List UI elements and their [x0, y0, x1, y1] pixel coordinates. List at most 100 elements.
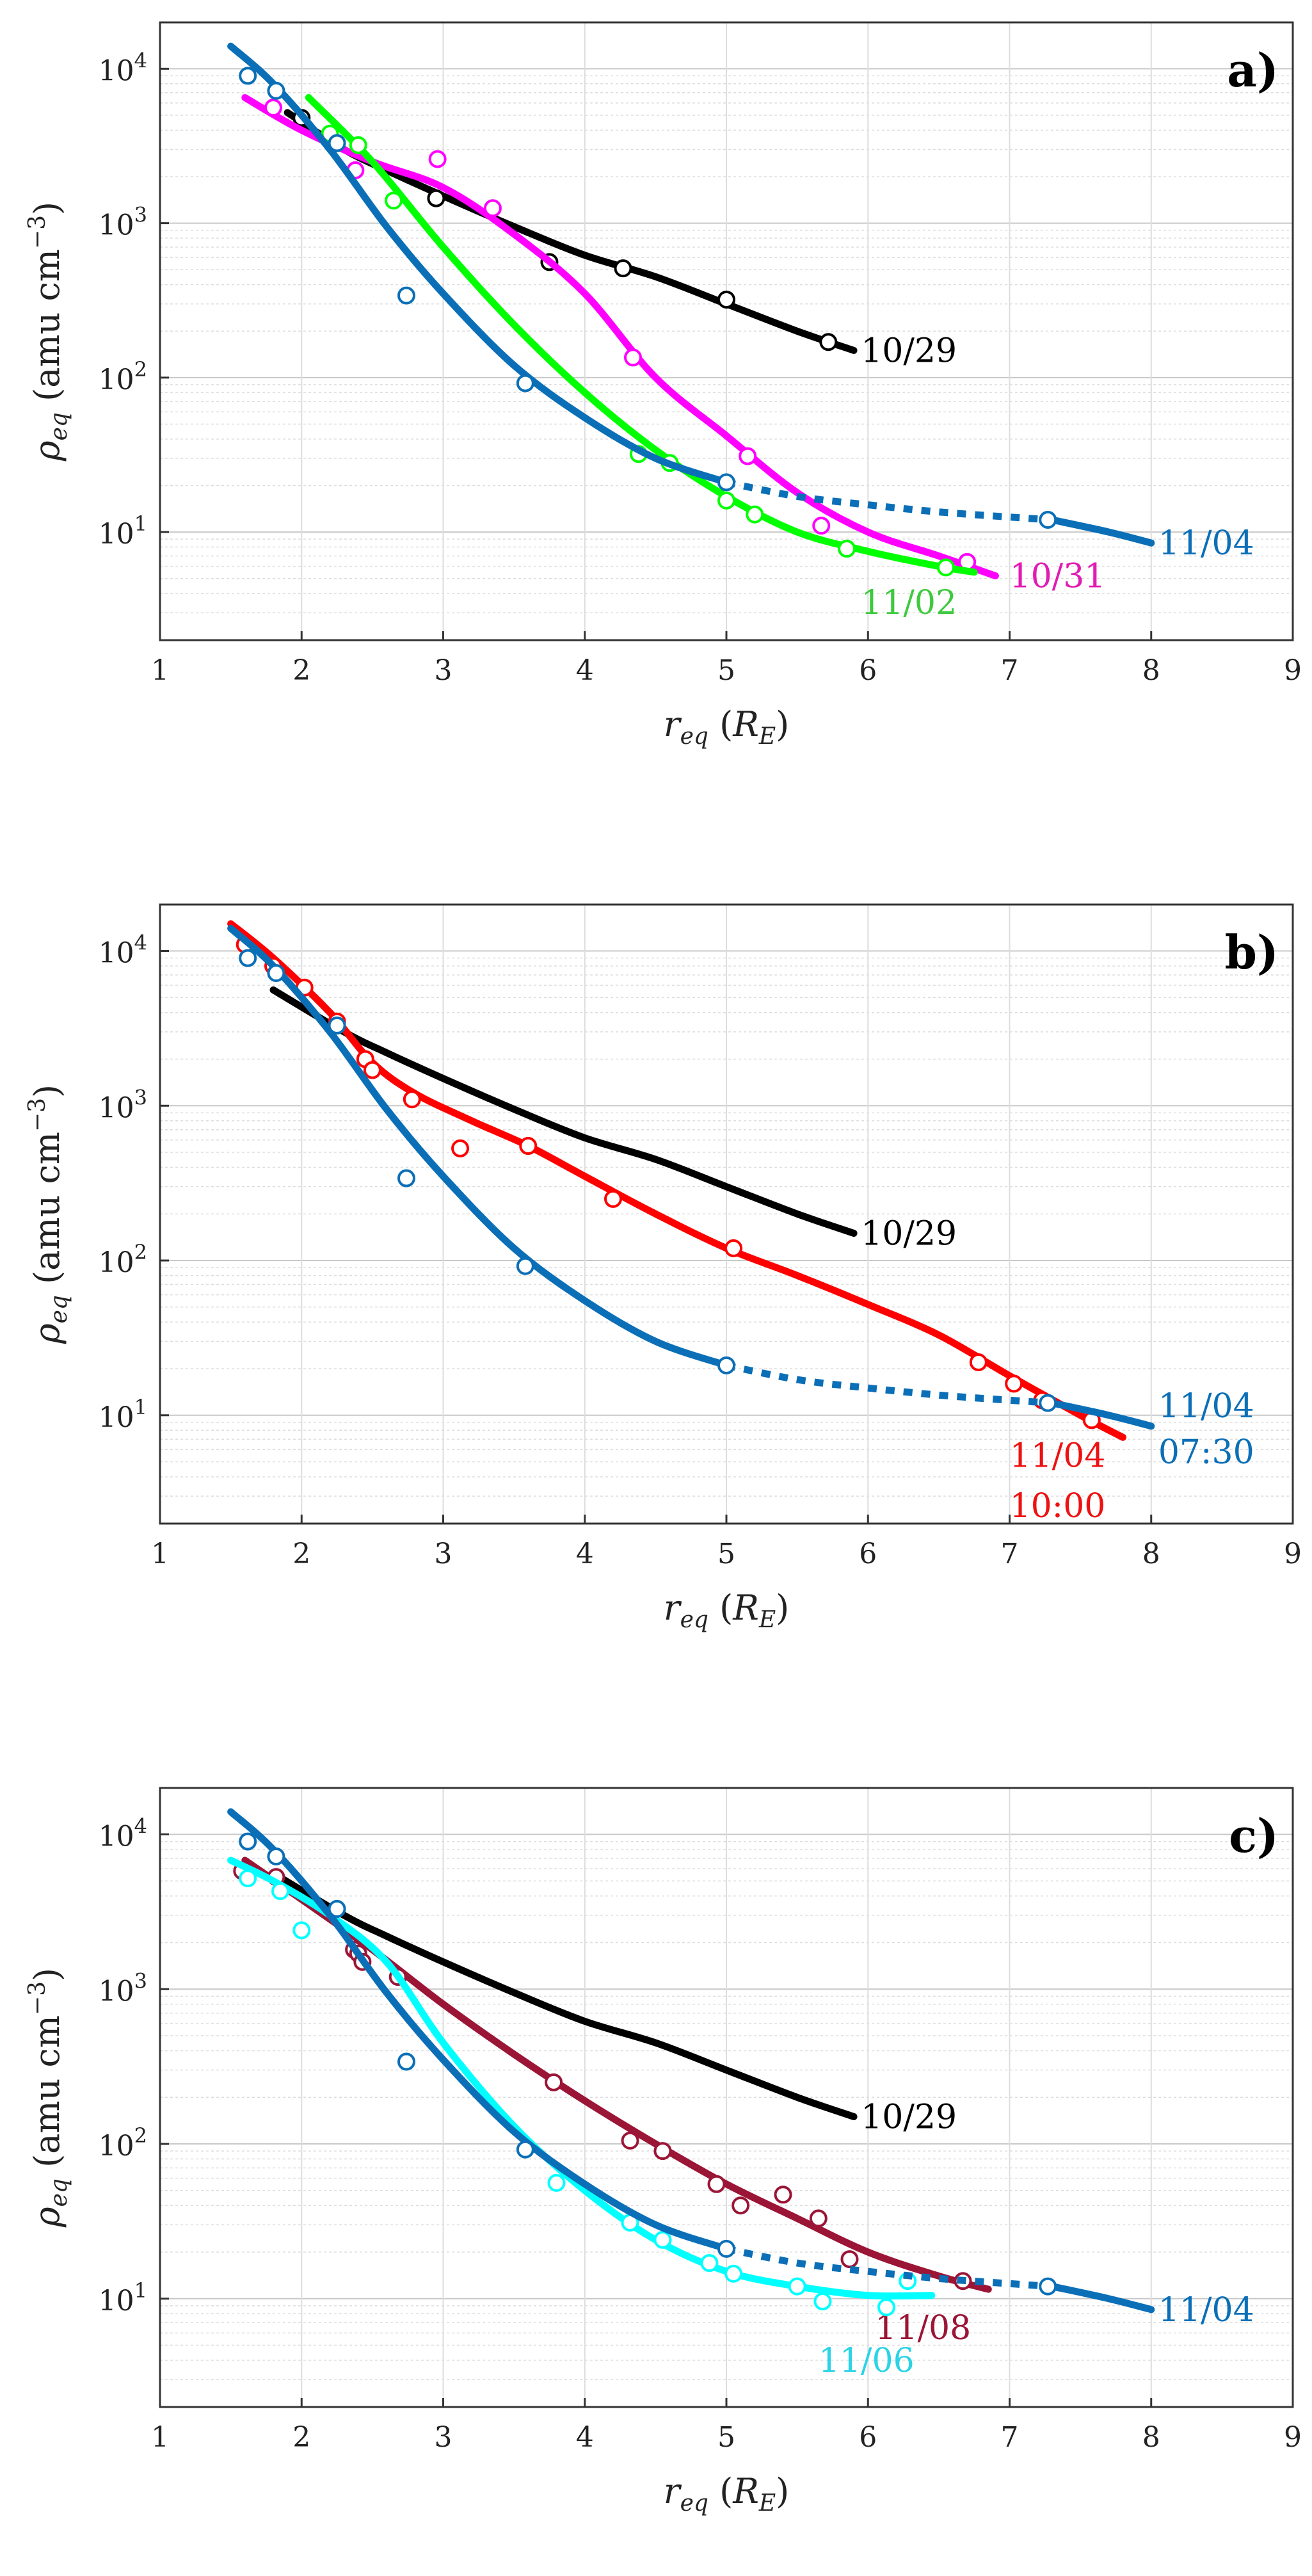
x-tick-label: 1 [151, 2421, 169, 2454]
series-11-06: 11/06 [227, 1856, 936, 2380]
data-point [239, 67, 257, 85]
series-label: 11/04 [1158, 2291, 1254, 2330]
data-point [621, 2131, 639, 2150]
x-tick-label: 2 [292, 2421, 310, 2454]
data-point [239, 1832, 257, 1851]
data-point [239, 1869, 257, 1888]
x-tick-label: 5 [717, 2421, 735, 2454]
x-tick-label: 6 [859, 654, 877, 687]
data-point [267, 1847, 285, 1866]
data-point [788, 2277, 806, 2296]
y-tick-label: 102 [99, 2123, 147, 2162]
series-11-04: 11/04 [227, 1808, 1254, 2330]
panel-label: b) [1225, 925, 1279, 979]
x-tick-label: 7 [1001, 2421, 1019, 2454]
x-axis-label: req (RE) [664, 1588, 789, 1633]
x-tick-label: 6 [859, 2421, 877, 2454]
series-label: 11/04 [1158, 1387, 1254, 1426]
series-label: 10/31 [1010, 558, 1106, 596]
data-point [363, 1061, 381, 1079]
data-point [267, 81, 285, 100]
data-point [397, 2052, 415, 2071]
series-line [269, 986, 858, 1237]
y-tick-label: 102 [99, 357, 147, 396]
data-point [604, 1189, 622, 1208]
series-dashed-line [725, 479, 1053, 524]
data-point [724, 1239, 743, 1257]
series-line [227, 42, 730, 486]
data-point [349, 136, 367, 154]
data-point [746, 505, 764, 524]
series-dashed-line [725, 2245, 1053, 2290]
data-point [292, 1921, 311, 1940]
y-tick-label: 103 [99, 203, 147, 242]
series-line-tail [1048, 1399, 1155, 1430]
series-line [305, 94, 978, 576]
x-tick-label: 3 [435, 1538, 452, 1570]
series-10-31: 10/31 [241, 94, 1106, 596]
y-tick-label: 104 [99, 1814, 147, 1853]
x-tick-label: 8 [1142, 2421, 1160, 2454]
data-point [516, 374, 534, 392]
data-point [328, 134, 346, 152]
data-point [403, 1090, 421, 1109]
y-tick-label: 102 [99, 1240, 147, 1279]
data-point [653, 2230, 672, 2249]
x-tick-label: 5 [717, 1538, 735, 1570]
data-point [813, 2292, 832, 2311]
series-label: 11/08 [875, 2309, 971, 2347]
series-line [227, 1808, 730, 2253]
y-axis-label: ρeq (amu cm−3) [24, 1084, 72, 1344]
data-point [397, 1169, 415, 1187]
x-tick-label: 9 [1284, 1538, 1302, 1570]
series-line [284, 109, 858, 354]
data-point [717, 2239, 735, 2258]
data-point [428, 150, 447, 168]
data-point [483, 199, 502, 218]
panel-label: a) [1227, 43, 1279, 97]
data-point [271, 1882, 290, 1901]
x-axis-label: req (RE) [664, 704, 789, 750]
series-10-29: 10/29 [269, 1869, 957, 2136]
series-dashed-line [725, 1362, 1053, 1407]
data-point [451, 1139, 470, 1157]
data-point [969, 1353, 988, 1371]
x-tick-label: 2 [292, 1538, 310, 1570]
data-point [1039, 1394, 1057, 1412]
series-line [227, 920, 1126, 1441]
data-point [1039, 2277, 1057, 2296]
data-point [328, 1899, 346, 1918]
data-point [936, 558, 955, 577]
x-tick-label: 3 [435, 2421, 452, 2454]
data-point [700, 2254, 719, 2273]
y-tick-label: 104 [99, 931, 147, 970]
data-point [840, 2250, 859, 2269]
data-point [812, 517, 831, 535]
series-10-29: 10/29 [269, 986, 957, 1253]
y-tick-label: 103 [99, 1968, 147, 2008]
data-point [838, 540, 856, 558]
data-point [519, 1137, 538, 1155]
x-tick-label: 5 [717, 654, 735, 687]
series-11-02: 11/02 [305, 94, 978, 622]
series-line [227, 924, 730, 1369]
data-point [267, 964, 285, 983]
data-point [623, 348, 642, 367]
x-tick-label: 3 [435, 654, 452, 687]
series-line-tail [1048, 516, 1155, 547]
data-point [717, 1356, 735, 1374]
data-point [547, 2173, 566, 2192]
x-tick-label: 4 [576, 654, 594, 687]
x-tick-label: 6 [859, 1538, 877, 1570]
data-point [732, 2196, 750, 2215]
y-tick-label: 101 [99, 1395, 147, 1434]
data-point [717, 491, 735, 510]
data-point [717, 473, 735, 492]
panel-label: c) [1229, 1808, 1279, 1863]
y-tick-label: 101 [99, 2278, 147, 2317]
y-axis-label: ρeq (amu cm−3) [24, 1968, 72, 2228]
x-tick-label: 7 [1001, 1538, 1019, 1570]
series-label-time: 10:00 [1010, 1487, 1106, 1525]
series-11-04-07-30: 11/04 07:30 [227, 924, 1254, 1472]
data-point [545, 2073, 563, 2091]
